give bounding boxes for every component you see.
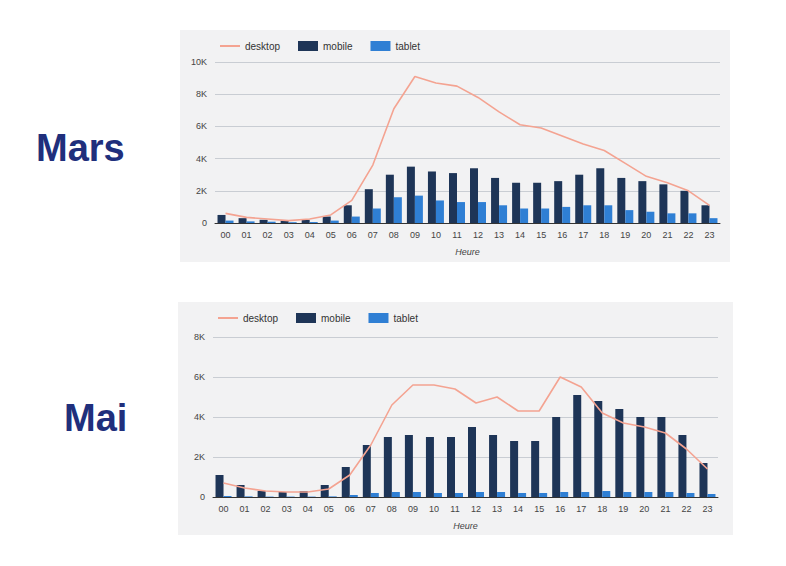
svg-text:05: 05 xyxy=(326,230,336,240)
svg-text:22: 22 xyxy=(683,230,693,240)
html-text:Mai: Mai xyxy=(64,397,128,439)
svg-text:15: 15 xyxy=(534,504,544,514)
svg-text:06: 06 xyxy=(345,504,355,514)
svg-text:19: 19 xyxy=(620,230,630,240)
svg-text:08: 08 xyxy=(389,230,399,240)
svg-text:04: 04 xyxy=(303,504,313,514)
svg-text:Heure: Heure xyxy=(455,247,480,257)
svg-text:16: 16 xyxy=(555,504,565,514)
svg-text:02: 02 xyxy=(263,230,273,240)
svg-text:21: 21 xyxy=(662,230,672,240)
svg-text:Heure: Heure xyxy=(453,521,478,531)
svg-text:16: 16 xyxy=(557,230,567,240)
svg-text:11: 11 xyxy=(450,504,459,514)
svg-text:08: 08 xyxy=(387,504,397,514)
svg-text:6K: 6K xyxy=(196,121,207,131)
svg-text:13: 13 xyxy=(492,504,502,514)
svg-text:tablet: tablet xyxy=(393,313,418,324)
svg-text:01: 01 xyxy=(240,504,250,514)
svg-text:mobile: mobile xyxy=(321,313,351,324)
svg-text:07: 07 xyxy=(368,230,378,240)
svg-text:09: 09 xyxy=(410,230,420,240)
svg-text:8K: 8K xyxy=(194,332,205,342)
svg-text:18: 18 xyxy=(599,230,609,240)
svg-text:0: 0 xyxy=(200,492,205,502)
svg-text:8K: 8K xyxy=(196,89,207,99)
svg-text:21: 21 xyxy=(660,504,670,514)
svg-text:23: 23 xyxy=(704,230,714,240)
svg-text:06: 06 xyxy=(347,230,357,240)
svg-text:desktop: desktop xyxy=(245,41,280,52)
svg-text:05: 05 xyxy=(324,504,334,514)
svg-text:14: 14 xyxy=(513,504,523,514)
svg-text:14: 14 xyxy=(515,230,525,240)
svg-text:20: 20 xyxy=(641,230,651,240)
svg-text:10: 10 xyxy=(429,504,439,514)
svg-text:12: 12 xyxy=(473,230,483,240)
svg-text:23: 23 xyxy=(702,504,712,514)
svg-text:11: 11 xyxy=(452,230,461,240)
svg-text:17: 17 xyxy=(578,230,588,240)
svg-text:17: 17 xyxy=(576,504,586,514)
svg-text:12: 12 xyxy=(471,504,481,514)
svg-text:00: 00 xyxy=(219,504,229,514)
svg-text:22: 22 xyxy=(681,504,691,514)
svg-text:mobile: mobile xyxy=(323,41,353,52)
svg-text:19: 19 xyxy=(618,504,628,514)
svg-text:10: 10 xyxy=(431,230,441,240)
svg-text:10K: 10K xyxy=(191,57,207,67)
svg-text:01: 01 xyxy=(242,230,252,240)
svg-text:03: 03 xyxy=(284,230,294,240)
svg-text:6K: 6K xyxy=(194,372,205,382)
svg-text:2K: 2K xyxy=(194,452,205,462)
svg-text:07: 07 xyxy=(366,504,376,514)
svg-text:4K: 4K xyxy=(196,154,207,164)
svg-text:20: 20 xyxy=(639,504,649,514)
svg-text:04: 04 xyxy=(305,230,315,240)
html-text:Mars: Mars xyxy=(36,127,125,169)
svg-text:desktop: desktop xyxy=(243,313,278,324)
svg-text:2K: 2K xyxy=(196,186,207,196)
svg-text:09: 09 xyxy=(408,504,418,514)
svg-text:tablet: tablet xyxy=(395,41,420,52)
svg-text:4K: 4K xyxy=(194,412,205,422)
svg-text:00: 00 xyxy=(221,230,231,240)
svg-text:15: 15 xyxy=(536,230,546,240)
svg-text:02: 02 xyxy=(261,504,271,514)
svg-text:0: 0 xyxy=(202,218,207,228)
svg-text:03: 03 xyxy=(282,504,292,514)
svg-text:18: 18 xyxy=(597,504,607,514)
svg-text:13: 13 xyxy=(494,230,504,240)
